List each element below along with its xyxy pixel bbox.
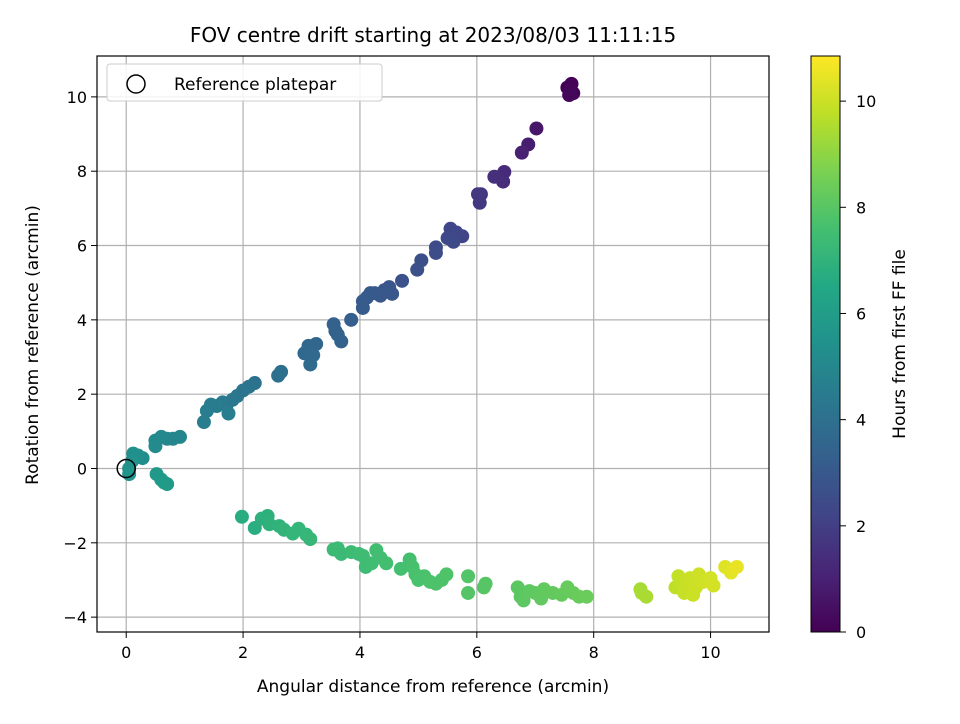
y-tick-label: −2 xyxy=(63,534,87,553)
data-point xyxy=(461,585,476,600)
data-point xyxy=(196,415,211,430)
colorbar-tick-label: 0 xyxy=(856,623,866,642)
colorbar-gradient xyxy=(810,55,841,633)
y-tick-label: 4 xyxy=(77,311,87,330)
data-point xyxy=(514,145,529,160)
legend: Reference platepar xyxy=(106,63,383,102)
chart-title: FOV centre drift starting at 2023/08/03 … xyxy=(190,23,676,47)
colorbar-ticks: 0 2 4 6 8 10 xyxy=(840,92,876,642)
y-tick-label: −4 xyxy=(63,608,87,627)
colorbar-tick-label: 10 xyxy=(856,92,876,111)
data-point xyxy=(428,245,443,260)
x-tick-label: 8 xyxy=(589,643,599,662)
data-point xyxy=(439,567,454,582)
y-axis-label: Rotation from reference (arcmin) xyxy=(23,205,43,485)
reference-platepar-marker xyxy=(116,458,136,479)
y-tick-label: 0 xyxy=(77,459,87,478)
data-point xyxy=(461,569,476,584)
data-points xyxy=(122,76,744,608)
data-point xyxy=(199,403,214,418)
data-point xyxy=(706,578,721,593)
data-point xyxy=(234,509,249,524)
data-point xyxy=(344,312,359,327)
legend-box xyxy=(106,63,383,102)
data-point xyxy=(579,589,594,604)
legend-reference-marker xyxy=(126,74,146,94)
data-point xyxy=(476,580,491,595)
data-point xyxy=(472,195,487,210)
colorbar: 0 2 4 6 8 10 Hours from first FF file xyxy=(810,55,910,642)
data-point xyxy=(385,286,400,301)
data-point xyxy=(303,532,318,547)
grid-lines xyxy=(97,56,769,632)
data-point xyxy=(303,357,318,372)
data-point xyxy=(379,556,394,571)
data-point xyxy=(729,559,744,574)
colorbar-tick-label: 8 xyxy=(856,198,866,217)
x-tick-label: 10 xyxy=(700,643,720,662)
data-point xyxy=(446,234,461,249)
plot-area: 0 2 4 6 8 10 −4 −2 0 2 4 6 8 10 xyxy=(63,55,770,662)
plot-frame xyxy=(96,55,770,633)
y-axis-ticks: −4 −2 0 2 4 6 8 10 xyxy=(63,88,97,627)
x-tick-label: 2 xyxy=(238,643,248,662)
x-tick-label: 6 xyxy=(472,643,482,662)
data-point xyxy=(334,334,349,349)
data-point xyxy=(160,477,175,492)
y-tick-label: 6 xyxy=(77,237,87,256)
data-point xyxy=(271,368,286,383)
colorbar-tick-label: 6 xyxy=(856,304,866,323)
x-axis-label: Angular distance from reference (arcmin) xyxy=(257,677,609,697)
data-point xyxy=(395,273,410,288)
data-point xyxy=(410,262,425,277)
data-point xyxy=(529,121,544,136)
legend-reference-label: Reference platepar xyxy=(174,75,336,95)
colorbar-tick-label: 2 xyxy=(856,517,866,536)
colorbar-tick-label: 4 xyxy=(856,411,866,430)
data-point xyxy=(393,561,408,576)
y-tick-label: 8 xyxy=(77,162,87,181)
data-point xyxy=(639,589,654,604)
x-tick-label: 0 xyxy=(121,643,131,662)
data-point xyxy=(562,88,577,103)
y-tick-label: 2 xyxy=(77,385,87,404)
colorbar-label: Hours from first FF file xyxy=(890,249,910,439)
x-tick-label: 4 xyxy=(355,643,365,662)
data-point xyxy=(148,439,163,454)
data-point xyxy=(355,300,370,315)
y-tick-label: 10 xyxy=(67,88,87,107)
data-point xyxy=(221,406,236,421)
data-point xyxy=(487,169,502,184)
x-axis-ticks: 0 2 4 6 8 10 xyxy=(121,632,721,662)
